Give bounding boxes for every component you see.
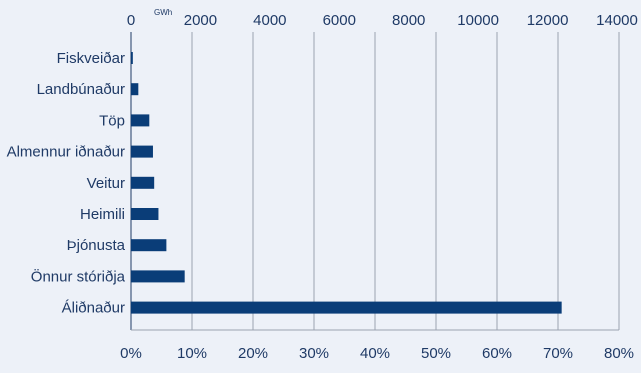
- bottom-tick-label: 50%: [421, 345, 451, 362]
- category-label: Töp: [99, 112, 125, 129]
- bar: [131, 301, 562, 314]
- top-axis-unit: GWh: [154, 8, 172, 17]
- bottom-tick-label: 10%: [177, 345, 207, 362]
- bar: [131, 270, 185, 283]
- category-label: Landbúnaður: [37, 81, 125, 98]
- bottom-tick-label: 80%: [604, 345, 634, 362]
- bar: [131, 83, 139, 96]
- bottom-tick-label: 30%: [299, 345, 329, 362]
- category-label: Heimili: [80, 206, 125, 223]
- category-label: Veitur: [87, 175, 125, 192]
- top-tick-label: 12000: [527, 12, 569, 29]
- bar: [131, 176, 155, 189]
- category-label: Almennur iðnaður: [7, 144, 125, 161]
- labels: 0% 10% 20% 30% 40% 50% 60% 70% 80% 0 2000 4000 6000 8…: [7, 8, 638, 362]
- bar: [131, 145, 153, 158]
- bottom-tick-label: 60%: [482, 345, 512, 362]
- gridlines: [130, 32, 620, 331]
- bars: [131, 52, 562, 314]
- bottom-tick-label: 40%: [360, 345, 390, 362]
- bottom-tick-label: 70%: [543, 345, 573, 362]
- bar: [131, 114, 150, 127]
- top-tick-label: 4000: [253, 12, 286, 29]
- top-tick-label: 0: [127, 12, 135, 29]
- category-label: Önnur stóriðja: [31, 267, 126, 285]
- category-label: Fiskveiðar: [57, 50, 125, 67]
- bar: [131, 239, 167, 252]
- top-tick-label: 14000: [596, 12, 638, 29]
- top-tick-label: 8000: [392, 12, 425, 29]
- category-label: Áliðnaður: [62, 300, 125, 317]
- top-tick-label: 6000: [323, 12, 356, 29]
- category-label: Þjónusta: [67, 237, 126, 254]
- bottom-tick-label: 20%: [238, 345, 268, 362]
- bar: [131, 208, 159, 220]
- bottom-tick-label: 0%: [120, 345, 142, 362]
- top-tick-label: 2000: [184, 12, 217, 29]
- bar: [131, 52, 133, 64]
- top-tick-label: 10000: [457, 12, 499, 29]
